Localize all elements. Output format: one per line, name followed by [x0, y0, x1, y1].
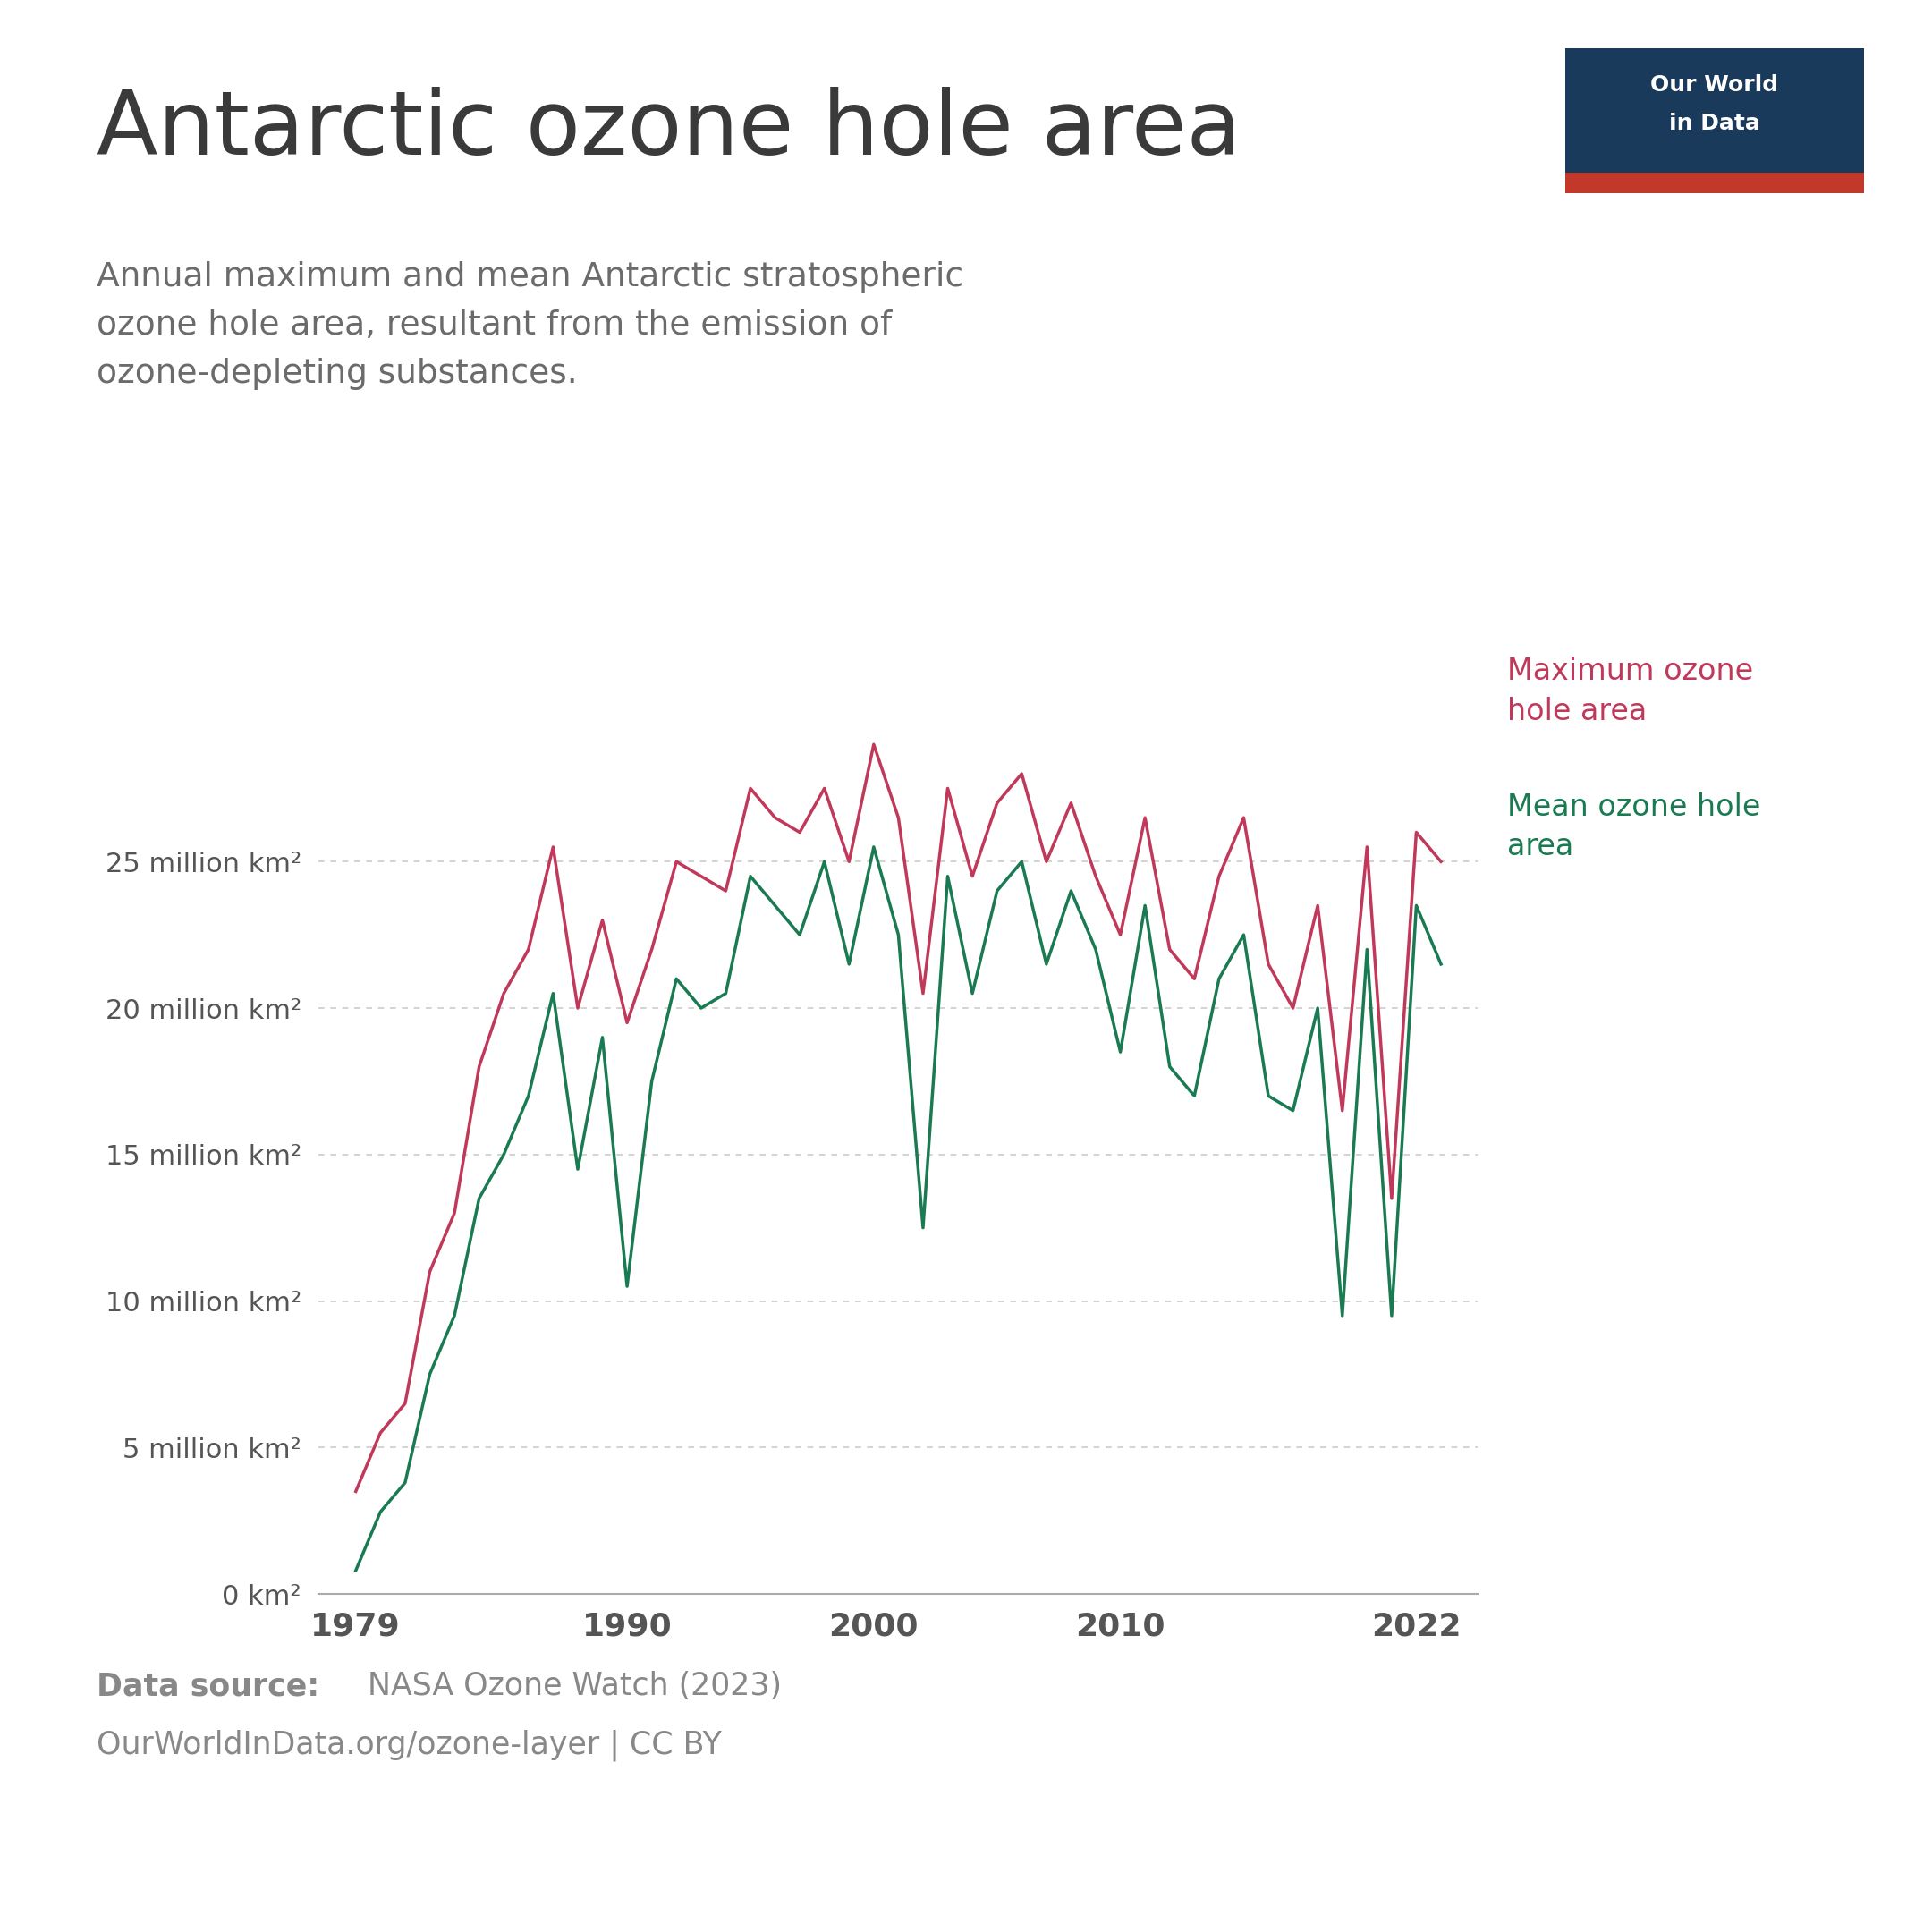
Text: NASA Ozone Watch (2023): NASA Ozone Watch (2023)	[357, 1671, 781, 1702]
Text: Mean ozone hole
area: Mean ozone hole area	[1507, 792, 1760, 862]
Text: Data source:: Data source:	[97, 1671, 319, 1702]
Text: Our World: Our World	[1650, 73, 1779, 95]
Text: Annual maximum and mean Antarctic stratospheric
ozone hole area, resultant from : Annual maximum and mean Antarctic strato…	[97, 261, 964, 390]
Text: Maximum ozone
hole area: Maximum ozone hole area	[1507, 657, 1752, 726]
Text: in Data: in Data	[1669, 112, 1760, 135]
Text: Antarctic ozone hole area: Antarctic ozone hole area	[97, 87, 1242, 174]
Text: OurWorldInData.org/ozone-layer | CC BY: OurWorldInData.org/ozone-layer | CC BY	[97, 1729, 723, 1760]
Bar	[1565, 172, 1864, 193]
